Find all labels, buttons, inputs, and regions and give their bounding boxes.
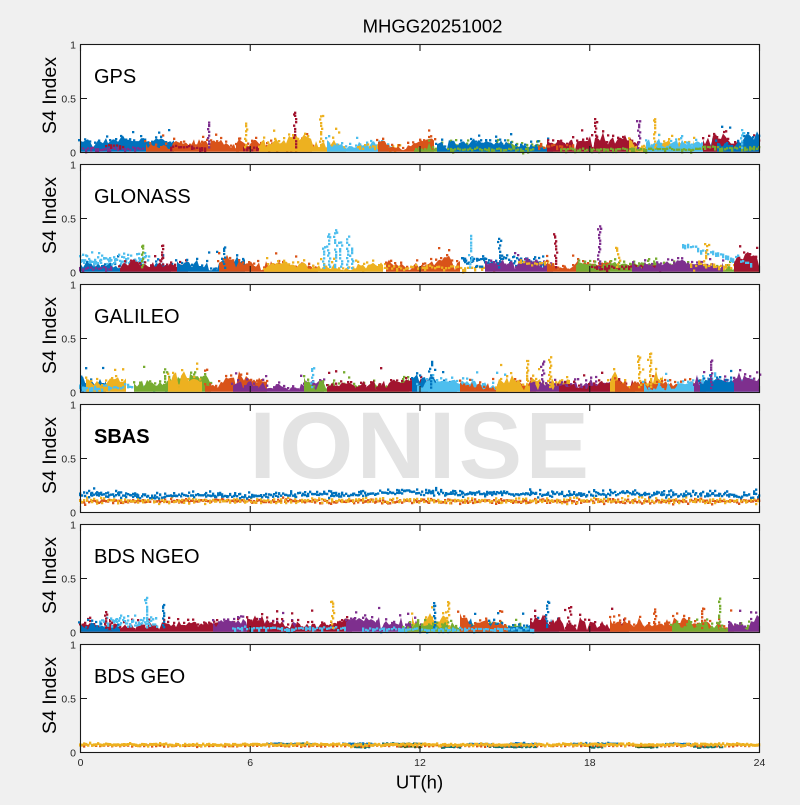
svg-text:24: 24 — [754, 757, 766, 769]
svg-text:0.5: 0.5 — [61, 453, 76, 465]
svg-text:0: 0 — [70, 267, 76, 279]
svg-text:0.5: 0.5 — [61, 333, 76, 345]
svg-text:SBAS: SBAS — [94, 426, 150, 448]
svg-text:0.5: 0.5 — [61, 213, 76, 225]
svg-text:0: 0 — [70, 747, 76, 759]
svg-text:0: 0 — [70, 627, 76, 639]
svg-text:0: 0 — [70, 387, 76, 399]
svg-text:S4 Index: S4 Index — [39, 297, 61, 374]
svg-text:0.5: 0.5 — [61, 93, 76, 105]
svg-text:S4 Index: S4 Index — [39, 417, 61, 494]
svg-text:1: 1 — [70, 399, 76, 411]
svg-text:0: 0 — [78, 757, 84, 769]
svg-text:12: 12 — [414, 757, 426, 769]
svg-text:0: 0 — [70, 507, 76, 519]
svg-text:S4 Index: S4 Index — [39, 657, 61, 734]
svg-text:1: 1 — [70, 519, 76, 531]
svg-text:IONISE: IONISE — [250, 393, 593, 499]
svg-text:S4 Index: S4 Index — [39, 57, 61, 134]
svg-text:S4 Index: S4 Index — [39, 537, 61, 614]
svg-text:1: 1 — [70, 279, 76, 291]
svg-text:BDS NGEO: BDS NGEO — [94, 546, 200, 568]
svg-text:1: 1 — [70, 639, 76, 651]
svg-text:0.5: 0.5 — [61, 573, 76, 585]
svg-text:0.5: 0.5 — [61, 693, 76, 705]
svg-text:BDS GEO: BDS GEO — [94, 666, 185, 688]
svg-text:6: 6 — [247, 757, 253, 769]
svg-text:UT(h): UT(h) — [396, 772, 443, 793]
svg-text:MHGG20251002: MHGG20251002 — [363, 16, 503, 37]
svg-text:0: 0 — [70, 147, 76, 159]
svg-text:S4 Index: S4 Index — [39, 177, 61, 254]
svg-text:GPS: GPS — [94, 66, 136, 88]
svg-text:GLONASS: GLONASS — [94, 186, 191, 208]
svg-text:1: 1 — [70, 159, 76, 171]
svg-text:1: 1 — [70, 39, 76, 51]
svg-text:GALILEO: GALILEO — [94, 306, 180, 328]
svg-text:18: 18 — [584, 757, 596, 769]
